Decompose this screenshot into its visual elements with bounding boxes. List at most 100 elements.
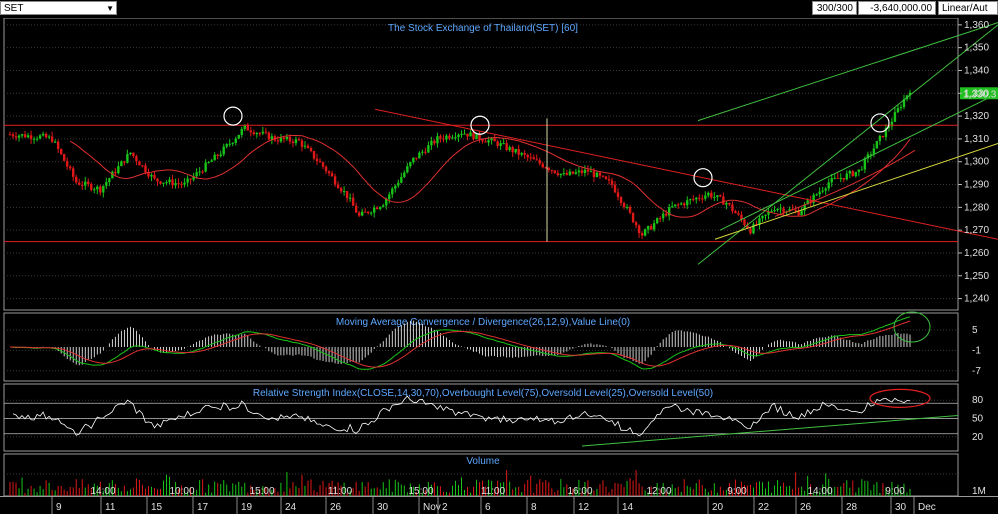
candle-body [794,209,797,211]
chart-area[interactable]: The Stock Exchange of Thailand(SET) [60]… [0,18,998,514]
candle-body [117,166,120,174]
candle-body [321,162,325,167]
candle-body [454,137,457,139]
price-tick-label: 1,270 [964,225,989,236]
candle-body [634,222,638,226]
candle-body [391,188,394,195]
candle-body [887,126,891,128]
symbol-select[interactable]: SET ▼ [0,1,117,15]
candle-body [439,136,442,139]
candle-body [851,171,854,177]
candle-body [908,92,912,96]
candle-body [815,194,818,196]
macd-annotation-circle [893,311,931,343]
candle-body [538,160,541,164]
candle-body [577,170,581,173]
candle-body [264,131,268,133]
candle-body [114,171,117,174]
candle-body [246,124,249,131]
candle-body [692,199,695,201]
candle-body [610,180,614,185]
candle-body [556,173,560,176]
price-tick-label: 1,340 [964,65,989,76]
x-date-label: 11 [105,502,116,513]
price-tick-label: 1,310 [964,134,989,145]
macd-tick-label: 5 [972,325,978,336]
candle-body [839,177,842,179]
candle-body [800,210,803,216]
candle-body [23,134,27,138]
rsi-panel[interactable]: Relative Strength Index(CLOSE,14,30,70),… [4,388,959,447]
candle-body [360,211,364,216]
candle-body [32,138,36,140]
candle-body [583,169,587,173]
candle-body [604,176,608,180]
candle-body [616,192,620,198]
candle-body [436,136,439,144]
candle-body [532,157,535,160]
candle-body [192,176,195,180]
candle-body [204,162,207,172]
last-price-box [960,87,998,100]
candle-body [252,132,256,135]
candle-body [854,171,858,177]
candle-body [87,181,90,184]
candle-body [752,224,755,234]
candle-body [336,184,340,189]
price-panel[interactable]: The Stock Exchange of Thailand(SET) [60]… [4,22,998,265]
x-date-label: 12 [578,502,590,513]
x-date-label: 20 [712,502,724,513]
candle-body [652,223,656,230]
candle-body [382,205,385,207]
candle-body [640,233,644,236]
grid-lines [4,24,958,475]
candle-body [174,183,177,186]
x-intraday-label: 9:00 [727,486,747,497]
candle-body [782,208,785,213]
price-tick-label: 1,250 [964,271,989,282]
x-date-label: Dec [918,502,936,513]
candle-body [243,124,246,129]
candle-body [484,141,487,143]
candle-body [59,149,63,155]
price-tick-label: 1,350 [964,43,989,54]
candle-body [842,177,845,180]
candle-body [258,133,262,135]
candle-body [824,188,827,191]
candle-body [62,154,66,161]
candle-body [899,107,903,109]
chevron-down-icon[interactable]: ▼ [106,4,114,13]
candle-body [26,135,30,138]
rsi-tick-label: 20 [972,432,984,443]
candle-body [403,172,406,178]
candle-body [195,172,198,177]
candle-body [535,159,538,161]
candle-body [884,127,888,138]
candle-body [270,136,274,140]
volume-panel[interactable]: Volume [9,456,911,496]
macd-tick-label: -7 [972,366,981,377]
candle-body [159,181,162,184]
candle-body [249,130,252,133]
candle-body [761,215,764,219]
candle-body [111,171,114,179]
candle-body [291,141,295,144]
value-box: -3,640,000.00 [858,1,936,15]
candle-body [695,197,698,200]
candle-body [201,171,204,173]
candle-body [379,206,382,210]
candle-body [132,152,135,157]
candle-body [517,148,520,155]
candle-body [14,136,18,138]
macd-panel[interactable]: Moving Average Convergence / Divergence(… [9,311,931,370]
price-tick-label: 1,290 [964,180,989,191]
candle-body [568,171,572,175]
candle-body [168,179,171,183]
candle-body [658,218,662,220]
channel-upper-line [697,22,998,122]
scale-select[interactable]: Linear/Aut [938,1,998,15]
candle-body [689,199,692,201]
candle-body [324,166,328,172]
candle-body [366,211,370,214]
candle-body [601,175,605,177]
